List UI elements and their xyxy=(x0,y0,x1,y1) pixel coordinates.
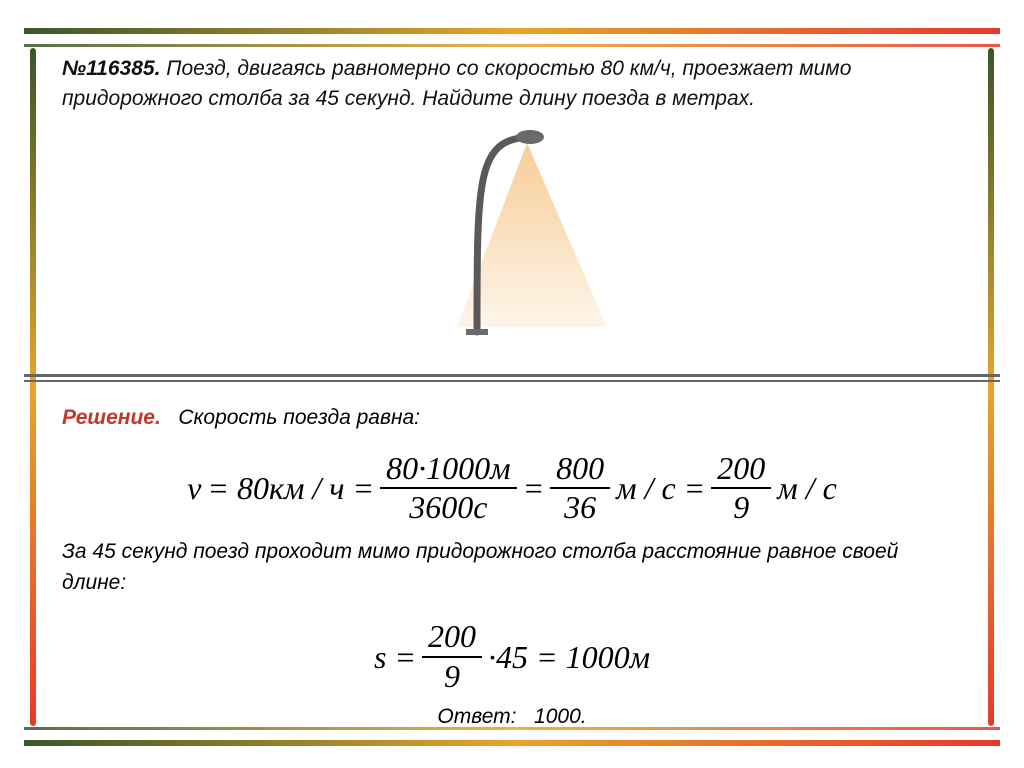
border-right xyxy=(988,48,994,726)
problem-text: Поезд, двигаясь равномерно со скоростью … xyxy=(62,57,851,110)
eq-part-1: = 80км / ч = xyxy=(207,472,374,504)
slide-frame: №116385. Поезд, двигаясь равномерно со с… xyxy=(24,28,1000,746)
var-s: s = xyxy=(374,641,416,673)
border-top-outer xyxy=(24,28,1000,34)
f1-num: 80·1000м xyxy=(380,452,516,490)
streetlamp-icon xyxy=(362,117,662,342)
border-top-inner xyxy=(24,44,1000,47)
speed-formula: v = 80км / ч = 80·1000м 3600с = 800 36 м… xyxy=(62,452,962,525)
fs-den: 9 xyxy=(438,658,466,694)
eq-part-2: = xyxy=(523,472,545,504)
problem-statement: №116385. Поезд, двигаясь равномерно со с… xyxy=(62,54,962,115)
f2-num: 800 xyxy=(550,452,610,490)
solution-label: Решение. xyxy=(62,406,161,429)
f3-num: 200 xyxy=(711,452,771,490)
answer-value: 1000. xyxy=(534,705,587,728)
solution-lead: Скорость поезда равна: xyxy=(178,406,420,429)
fs-num: 200 xyxy=(422,620,482,658)
f2-den: 36 xyxy=(558,489,602,525)
border-left xyxy=(30,48,36,726)
fraction-s: 200 9 xyxy=(422,620,482,693)
border-bottom-outer xyxy=(24,740,1000,746)
fraction-2: 800 36 xyxy=(550,452,610,525)
fraction-3: 200 9 xyxy=(711,452,771,525)
f3-den: 9 xyxy=(727,489,755,525)
divider-double xyxy=(24,374,1000,382)
answer-line: Ответ: 1000. xyxy=(62,705,962,729)
solution-heading: Решение. Скорость поезда равна: xyxy=(62,406,962,430)
mid-paragraph: За 45 секунд поезд проходит мимо придоро… xyxy=(62,537,962,598)
f1-den: 3600с xyxy=(403,489,493,525)
answer-label: Ответ: xyxy=(437,705,516,728)
content-area: №116385. Поезд, двигаясь равномерно со с… xyxy=(62,54,962,720)
var-v: v xyxy=(187,472,201,504)
fraction-1: 80·1000м 3600с xyxy=(380,452,516,525)
unit-3: м / с xyxy=(777,472,837,504)
distance-formula: s = 200 9 ·45 = 1000м xyxy=(62,620,962,693)
dist-tail: ·45 = 1000м xyxy=(488,641,650,673)
problem-number: №116385. xyxy=(62,57,160,80)
illustration-wrap xyxy=(62,117,962,342)
unit-2: м / с = xyxy=(616,472,705,504)
